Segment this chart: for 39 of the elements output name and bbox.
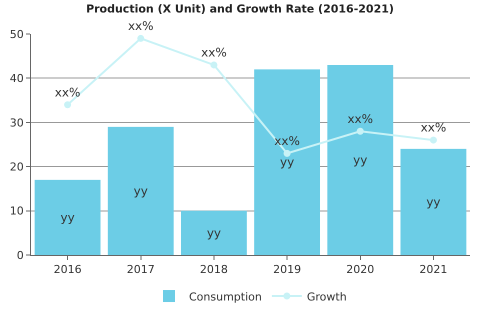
point <box>210 61 218 68</box>
legend-label: Consumption <box>189 290 262 304</box>
x-tick-label: 2016 <box>54 263 82 276</box>
bar <box>180 210 247 255</box>
legend-label: Growth <box>306 290 347 304</box>
bar <box>400 148 466 255</box>
data-label: yy <box>206 226 222 240</box>
y-tick-label: 10 <box>10 204 24 218</box>
bar <box>254 69 320 255</box>
data-label: xx% <box>420 120 446 135</box>
y-tick-label: 30 <box>10 116 24 130</box>
x-tick-label: 2021 <box>419 263 448 276</box>
x-tick-label: 2019 <box>273 263 302 276</box>
data-label: yy <box>134 184 148 198</box>
point <box>430 136 437 144</box>
y-tick-label: 40 <box>10 72 24 86</box>
data-label: xx% <box>128 19 154 34</box>
y-tick-label: 50 <box>10 28 24 41</box>
data-label: xx% <box>347 112 374 126</box>
point <box>64 101 72 108</box>
data-label: xx% <box>201 46 227 60</box>
point <box>284 150 291 157</box>
point <box>137 34 144 42</box>
y-tick-label: 20 <box>10 160 24 174</box>
x-tick-label: 2017 <box>126 263 155 276</box>
bar <box>34 180 101 255</box>
data-label: yy <box>353 152 368 167</box>
y-tick-label: 0 <box>16 248 24 262</box>
chart-title: Production (X Unit) and Growth Rate (2016-2021) <box>86 2 394 16</box>
data-label: yy <box>426 194 441 209</box>
data-label: xx% <box>274 134 300 148</box>
x-tick-label: 2020 <box>346 263 374 276</box>
bar <box>327 64 394 255</box>
point <box>356 128 364 135</box>
data-label: yy <box>60 210 75 224</box>
bar <box>108 126 174 255</box>
data-label: yy <box>280 155 294 170</box>
data-label: xx% <box>54 85 80 100</box>
x-tick-label: 2018 <box>200 263 228 276</box>
